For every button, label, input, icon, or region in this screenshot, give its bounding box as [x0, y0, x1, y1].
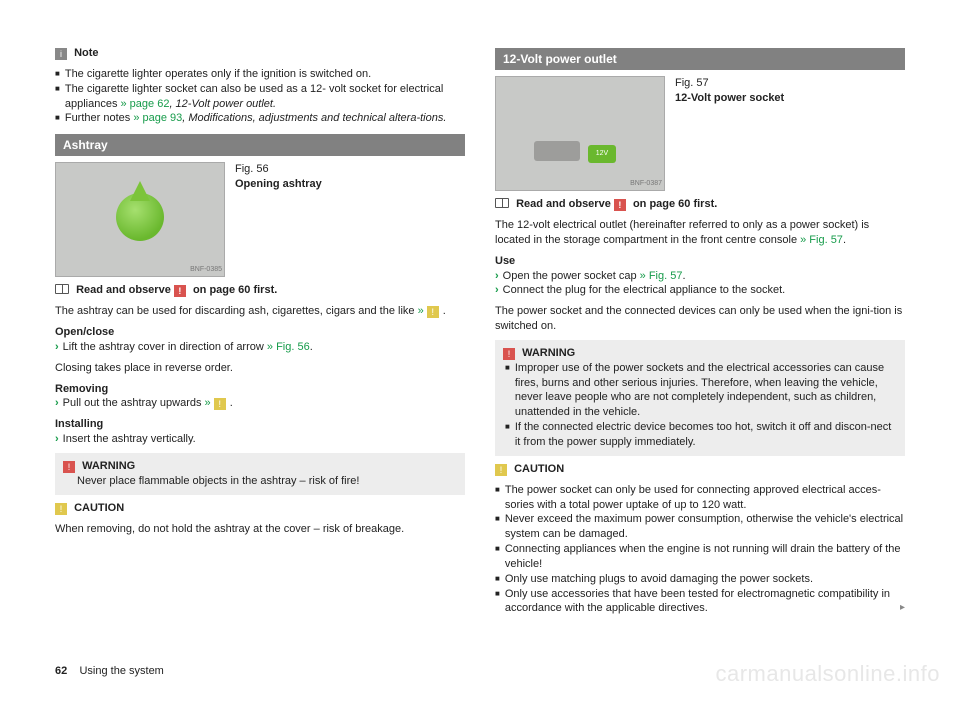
note-block: i Note	[55, 46, 465, 61]
continue-arrow-icon: ▸	[900, 601, 905, 615]
warning-icon: !	[174, 285, 186, 297]
ref-link[interactable]: »	[205, 397, 214, 409]
ashtray-intro: The ashtray can be used for discarding a…	[55, 304, 465, 319]
info-icon: i	[55, 48, 67, 60]
note-bullet-text: The cigarette lighter operates only if t…	[65, 67, 371, 82]
figure-56-image: BNF-0385	[55, 162, 225, 277]
figure-57-image: 12V BNF-0387	[495, 76, 665, 191]
right-column: 12-Volt power outlet 12V BNF-0387 Fig. 5…	[495, 40, 905, 616]
square-bullet-icon: ■	[495, 542, 500, 572]
note-bullet-text: The cigarette lighter socket can also be…	[65, 82, 465, 112]
square-bullet-icon: ■	[55, 82, 60, 112]
caution-bullet: ■The power socket can only be used for c…	[495, 483, 905, 513]
page-title: Using the system	[79, 665, 163, 677]
ashtray-arrow-graphic	[130, 181, 150, 201]
note-bullet-text: Further notes » page 93, Modifications, …	[65, 111, 447, 126]
warn-bullet: ■ If the connected electric device becom…	[503, 420, 897, 450]
warn-bullet: ■ Improper use of the power sockets and …	[503, 361, 897, 420]
fig-link[interactable]: » Fig. 57	[800, 234, 843, 246]
volt-button-graphic: 12V	[588, 145, 616, 163]
caution-bullet: ■Connecting appliances when the engine i…	[495, 542, 905, 572]
volt-warning: ! WARNING ■ Improper use of the power so…	[495, 340, 905, 456]
warning-icon: !	[63, 461, 75, 473]
installing: Installing ›Insert the ashtray verticall…	[55, 417, 465, 447]
figure-57: 12V BNF-0387 Fig. 57 12-Volt power socke…	[495, 76, 905, 191]
page-link[interactable]: » page 93	[133, 112, 182, 124]
caution-bullet: ■Only use accessories that have been tes…	[495, 587, 905, 617]
caution-icon: !	[495, 464, 507, 476]
square-bullet-icon: ■	[495, 512, 500, 542]
caution-icon: !	[55, 503, 67, 515]
chevron-icon: ›	[495, 284, 499, 296]
square-bullet-icon: ■	[495, 483, 500, 513]
caution-bullet: ■Only use matching plugs to avoid damagi…	[495, 572, 905, 587]
square-bullet-icon: ■	[495, 587, 500, 617]
note-bullet: ■ The cigarette lighter operates only if…	[55, 67, 465, 82]
read-observe: Read and observe ! on page 60 first.	[55, 283, 465, 298]
ashtray-caution: ! CAUTION	[55, 501, 465, 516]
note-bullet: ■ Further notes » page 93, Modifications…	[55, 111, 465, 126]
figure-tag: BNF-0385	[190, 265, 222, 274]
caution-icon: !	[214, 398, 226, 410]
note-bullet: ■ The cigarette lighter socket can also …	[55, 82, 465, 112]
page-link[interactable]: » page 62	[121, 98, 170, 110]
square-bullet-icon: ■	[505, 420, 510, 450]
fig-link[interactable]: » Fig. 56	[267, 341, 310, 353]
volt-caution-head: ! CAUTION	[495, 462, 905, 477]
chevron-icon: ›	[55, 397, 59, 409]
caution-bullet: ■Never exceed the maximum power consumpt…	[495, 512, 905, 542]
page-footer: 62 Using the system	[55, 664, 164, 679]
caution-icon: !	[427, 306, 439, 318]
volt-slot-graphic	[534, 141, 580, 161]
note-head: Note	[74, 47, 98, 59]
figure-56-caption: Fig. 56 Opening ashtray	[235, 162, 322, 277]
figure-tag: BNF-0387	[630, 179, 662, 188]
watermark: carmanualsonline.info	[715, 659, 940, 689]
volt-intro: The 12-volt electrical outlet (hereinaft…	[495, 218, 905, 248]
volt-heading: 12-Volt power outlet	[495, 48, 905, 70]
removing: Removing ›Pull out the ashtray upwards »…	[55, 382, 465, 412]
page-columns: i Note ■ The cigarette lighter operates …	[55, 40, 905, 616]
chevron-icon: ›	[55, 433, 59, 445]
warning-icon: !	[614, 199, 626, 211]
figure-56: BNF-0385 Fig. 56 Opening ashtray	[55, 162, 465, 277]
page-number: 62	[55, 665, 67, 677]
open-close: Open/close ›Lift the ashtray cover in di…	[55, 325, 465, 355]
fig-link[interactable]: » Fig. 57	[640, 270, 683, 282]
ref-link[interactable]: »	[418, 305, 427, 317]
ashtray-heading: Ashtray	[55, 134, 465, 156]
warning-icon: !	[503, 348, 515, 360]
read-observe: Read and observe ! on page 60 first.	[495, 197, 905, 212]
square-bullet-icon: ■	[55, 67, 60, 82]
left-column: i Note ■ The cigarette lighter operates …	[55, 40, 465, 616]
ashtray-warning: ! WARNING Never place flammable objects …	[55, 453, 465, 495]
chevron-icon: ›	[55, 341, 59, 353]
square-bullet-icon: ■	[55, 111, 60, 126]
chevron-icon: ›	[495, 270, 499, 282]
figure-57-caption: Fig. 57 12-Volt power socket	[675, 76, 784, 191]
ashtray-caution-text: When removing, do not hold the ashtray a…	[55, 522, 465, 537]
book-icon	[55, 284, 69, 294]
square-bullet-icon: ■	[495, 572, 500, 587]
square-bullet-icon: ■	[505, 361, 510, 420]
closing-note: Closing takes place in reverse order.	[55, 361, 465, 376]
volt-use: Use ›Open the power socket cap » Fig. 57…	[495, 254, 905, 299]
book-icon	[495, 198, 509, 208]
volt-connected: The power socket and the connected devic…	[495, 304, 905, 334]
